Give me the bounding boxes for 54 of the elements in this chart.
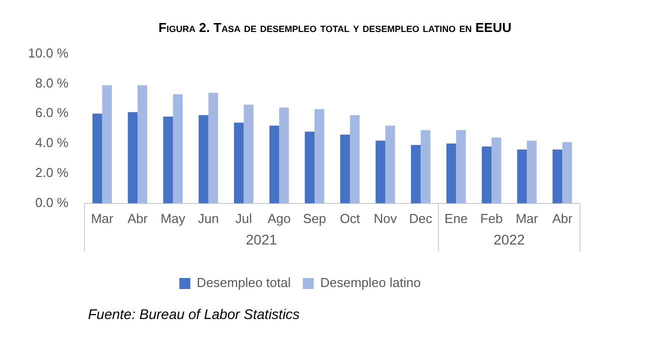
x-tick-label: Jul xyxy=(235,210,252,226)
x-tick-label: Dec xyxy=(409,210,433,226)
bar xyxy=(172,94,183,204)
text: 2022 xyxy=(494,231,525,248)
bar xyxy=(410,145,421,204)
bar xyxy=(314,109,324,204)
bar xyxy=(102,85,112,204)
bar xyxy=(350,115,360,204)
bar xyxy=(492,138,502,204)
bar xyxy=(526,140,537,204)
bar xyxy=(208,92,218,204)
bar xyxy=(456,130,466,204)
bar xyxy=(420,130,430,204)
y-tick-label: 6.0 % xyxy=(35,105,69,120)
x-tick-label: Mar xyxy=(90,210,114,226)
x-tick-label: Ene xyxy=(444,210,468,226)
bar xyxy=(138,85,148,204)
legend-label: Desempleo latino xyxy=(320,275,421,290)
y-tick-label: 4.0 % xyxy=(35,135,69,150)
bar xyxy=(279,108,289,204)
bar xyxy=(198,115,208,204)
bar xyxy=(92,114,102,204)
bar xyxy=(304,132,315,204)
bar xyxy=(244,104,254,204)
y-tick-label: 2.0 % xyxy=(35,165,69,180)
bar xyxy=(269,126,280,204)
bar xyxy=(163,116,173,204)
source-note: Fuente: Bureau of Labor Statistics xyxy=(88,306,300,322)
bar xyxy=(385,126,396,204)
x-tick-label: May xyxy=(160,210,186,226)
bar xyxy=(128,112,138,204)
y-tick-label: 10.0 % xyxy=(28,45,69,60)
x-tick-label: Nov xyxy=(374,210,398,226)
x-tick-label: Jun xyxy=(198,210,219,226)
bar xyxy=(234,122,244,204)
bar xyxy=(376,140,386,204)
x-tick-label: Oct xyxy=(340,210,360,226)
chart-title: Figura 2. Tasa de desempleo total y desempleo latino en EEUU xyxy=(158,20,512,35)
bar xyxy=(482,146,492,204)
bar xyxy=(552,150,562,204)
x-tick-label: Sep xyxy=(302,210,326,226)
text: 2021 xyxy=(246,231,278,248)
y-tick-label: 0.0 % xyxy=(35,194,69,210)
x-tick-label: Ago xyxy=(268,210,291,226)
x-tick-label: Abr xyxy=(127,210,148,226)
x-tick-label: Mar xyxy=(516,210,539,226)
y-tick-label: 8.0 % xyxy=(35,75,69,90)
x-tick-label: Feb xyxy=(480,210,503,226)
bar xyxy=(340,134,350,204)
bar xyxy=(517,150,527,204)
x-tick-label: Abr xyxy=(552,210,574,226)
bar xyxy=(562,142,572,204)
bar xyxy=(446,144,456,204)
legend-label: Desempleo total xyxy=(196,275,291,290)
